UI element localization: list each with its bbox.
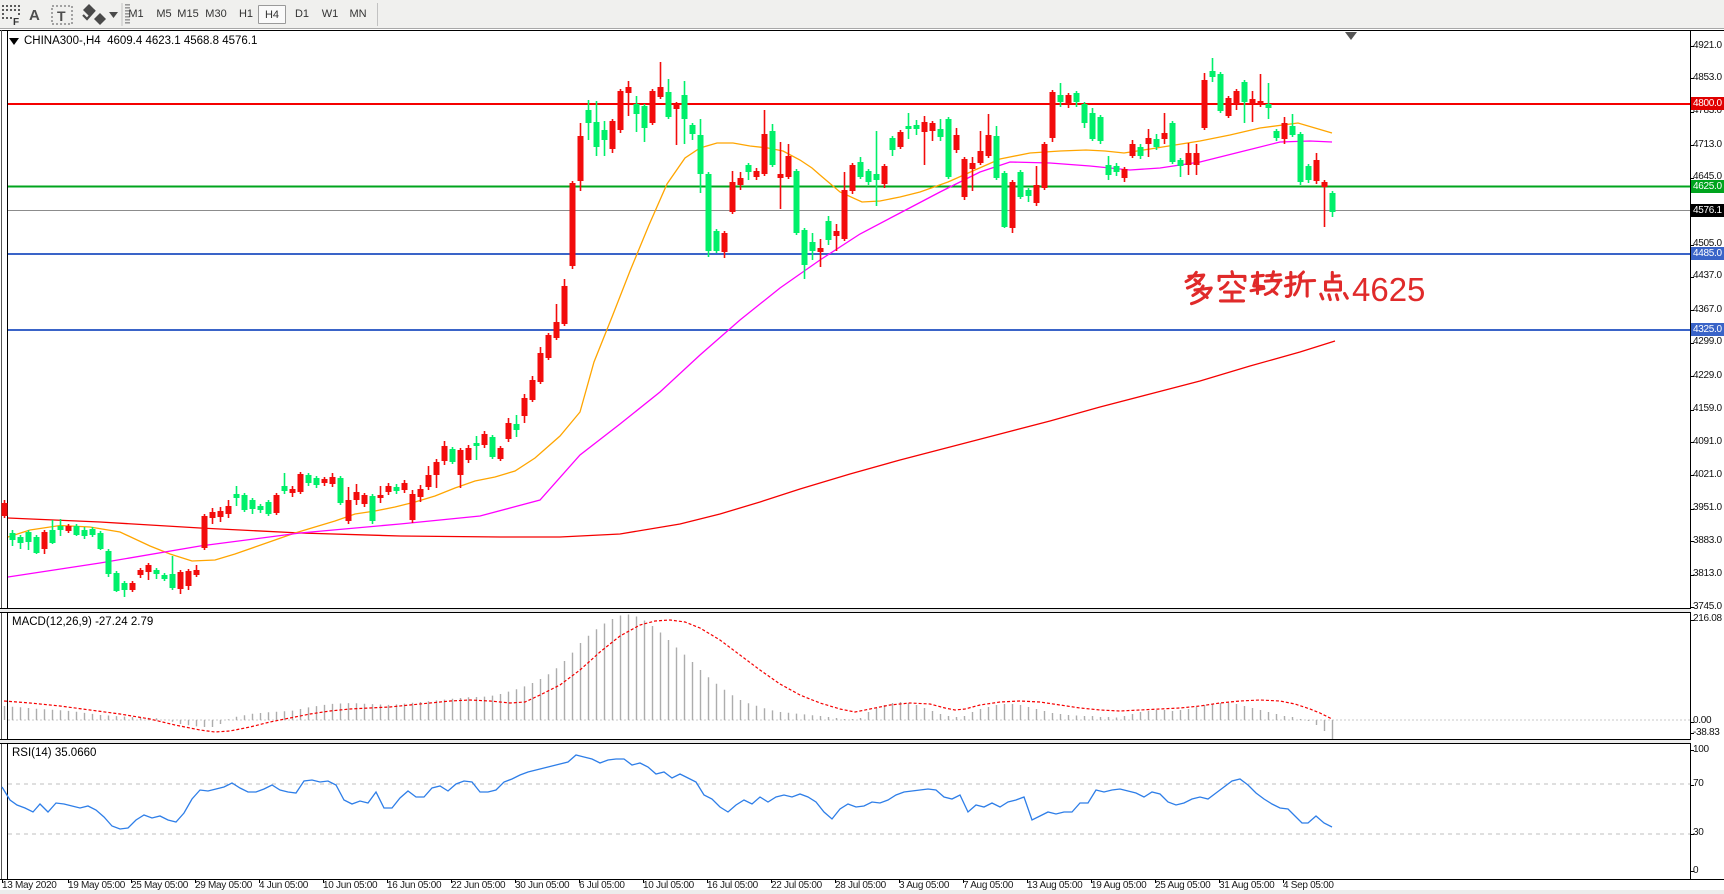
svg-text:F: F [13,17,19,28]
svg-text:A: A [29,7,40,24]
svg-text:T: T [57,8,66,24]
svg-text:4625: 4625 [1352,271,1425,308]
